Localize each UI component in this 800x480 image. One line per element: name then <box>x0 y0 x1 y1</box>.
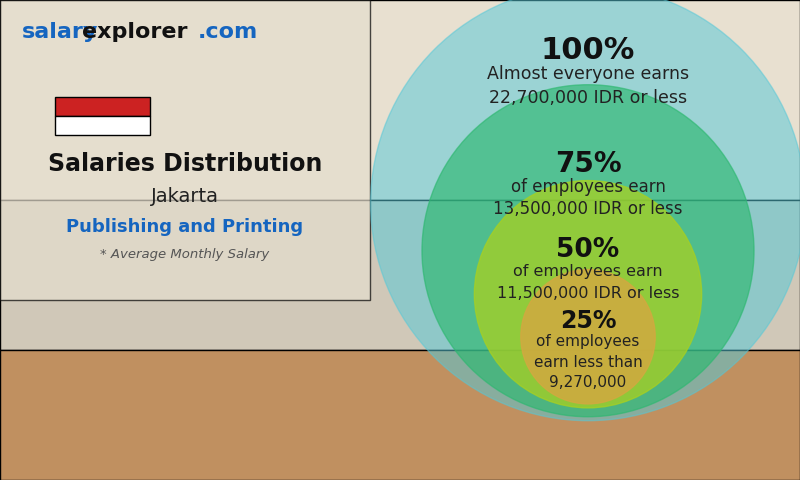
Text: 13,500,000 IDR or less: 13,500,000 IDR or less <box>494 201 682 218</box>
FancyBboxPatch shape <box>55 97 150 116</box>
Text: earn less than: earn less than <box>534 355 642 370</box>
Text: .com: .com <box>198 22 258 42</box>
FancyBboxPatch shape <box>0 200 800 350</box>
Circle shape <box>370 0 800 420</box>
Text: Salaries Distribution: Salaries Distribution <box>48 152 322 176</box>
Text: 25%: 25% <box>560 309 616 333</box>
Text: of employees: of employees <box>536 334 640 349</box>
Text: 9,270,000: 9,270,000 <box>550 375 626 390</box>
FancyBboxPatch shape <box>0 350 800 480</box>
Text: Almost everyone earns: Almost everyone earns <box>487 65 689 83</box>
Text: Publishing and Printing: Publishing and Printing <box>66 218 303 236</box>
Text: Jakarta: Jakarta <box>151 187 219 206</box>
Text: 11,500,000 IDR or less: 11,500,000 IDR or less <box>497 286 679 301</box>
FancyBboxPatch shape <box>0 0 800 200</box>
Text: 100%: 100% <box>541 36 635 65</box>
Text: explorer: explorer <box>82 22 187 42</box>
Text: 50%: 50% <box>556 237 620 263</box>
FancyBboxPatch shape <box>55 116 150 135</box>
Text: * Average Monthly Salary: * Average Monthly Salary <box>100 248 270 261</box>
Circle shape <box>474 180 702 408</box>
Circle shape <box>422 84 754 417</box>
Text: of employees earn: of employees earn <box>510 178 666 195</box>
Text: 22,700,000 IDR or less: 22,700,000 IDR or less <box>489 89 687 107</box>
Text: of employees earn: of employees earn <box>513 264 663 279</box>
Circle shape <box>521 269 655 404</box>
Text: salary: salary <box>22 22 98 42</box>
Text: 75%: 75% <box>554 150 622 178</box>
FancyBboxPatch shape <box>0 0 370 300</box>
